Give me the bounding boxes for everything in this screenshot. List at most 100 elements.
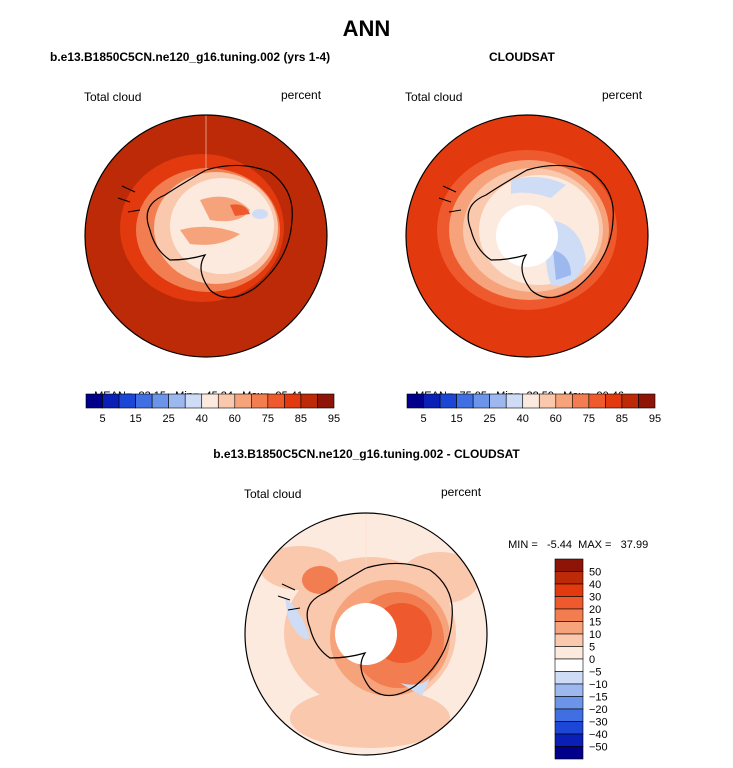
colorbar-bin	[317, 393, 335, 409]
map-border	[405, 114, 649, 358]
colorbar-bin	[135, 393, 153, 409]
colorbar-tick-label: 40	[196, 413, 208, 425]
antarctic-coastline	[467, 164, 614, 299]
colorbar-tick-label: 20	[589, 604, 601, 616]
colorbar-bin	[234, 393, 252, 409]
colorbar-bin	[554, 708, 584, 722]
colorbar-bin	[300, 393, 318, 409]
colorbar-bin	[588, 393, 606, 409]
colorbar-bin	[522, 393, 540, 409]
antarctic-coastline	[146, 164, 293, 299]
colorbar-bin	[85, 393, 103, 409]
colorbar-bin	[489, 393, 507, 409]
colorbar-tick-label: 40	[589, 579, 601, 591]
colorbar-bin	[554, 558, 584, 572]
colorbar-tick-label: 30	[589, 592, 601, 604]
antarctic-coastline	[306, 562, 453, 697]
colorbar-tick-label: −5	[589, 667, 602, 679]
map-border	[244, 512, 488, 756]
colorbar-obs: 5 15 25 40 60 75 85 95	[406, 393, 661, 425]
peninsula-coastline	[438, 185, 462, 213]
colorbar-tick-label: 5	[420, 413, 426, 425]
colorbar-tick-label: 25	[484, 413, 496, 425]
colorbar-tick-label: 15	[450, 413, 462, 425]
case-title-diff: b.e13.B1850C5CN.ne120_g16.tuning.002 - C…	[213, 447, 520, 461]
colorbar-tick-label: 25	[163, 413, 175, 425]
colorbar-tick-label: 0	[589, 654, 595, 666]
colorbar-tick-label: 50	[589, 567, 601, 579]
colorbar-bin	[554, 596, 584, 610]
colorbar-tick-label: −50	[589, 742, 608, 754]
colorbar-bin	[505, 393, 524, 409]
colorbar-tick-label: 75	[262, 413, 274, 425]
colorbar-tick-label: 95	[328, 413, 340, 425]
colorbar-bin	[554, 571, 584, 585]
colorbar-bin	[201, 393, 219, 409]
peninsula-coastline	[277, 583, 301, 611]
peninsula-coastline	[117, 185, 141, 213]
colorbar-bin	[472, 393, 490, 409]
colorbar-tick-label: 60	[550, 413, 562, 425]
variable-label-obs: Total cloud	[405, 90, 463, 104]
colorbar-model: 5 15 25 40 60 75 85 95	[85, 393, 340, 425]
colorbar-bin	[439, 393, 457, 409]
units-label-obs: percent	[602, 88, 643, 102]
colorbar-bin	[554, 746, 584, 760]
colorbar-bin	[118, 393, 136, 409]
colorbar-bin	[554, 696, 584, 710]
colorbar-tick-label: −30	[589, 717, 608, 729]
data-gap-hole	[496, 205, 558, 267]
colorbar-bin	[184, 393, 203, 409]
colorbar-tick-label: −15	[589, 692, 608, 704]
variable-label-model: Total cloud	[84, 90, 142, 104]
stats-diff: MIN = -5.44 MAX = 37.99	[502, 527, 648, 551]
colorbar-tick-label: 40	[517, 413, 529, 425]
colorbar-bin	[554, 658, 584, 672]
units-label-diff: percent	[441, 485, 482, 499]
colorbar-bin	[554, 583, 584, 597]
min-label: MIN =	[508, 539, 538, 551]
colorbar-bin	[284, 393, 302, 409]
colorbar-bin	[572, 393, 590, 409]
colorbar-bin	[538, 393, 557, 409]
colorbar-bin	[267, 393, 285, 409]
colorbar-bin	[168, 393, 186, 409]
colorbar-tick-label: 5	[589, 642, 595, 654]
colorbar-bin	[554, 646, 584, 660]
min-value: -5.44	[546, 539, 573, 551]
map-model	[84, 114, 328, 358]
colorbar-tick-label: 85	[616, 413, 628, 425]
max-label: MAX =	[578, 539, 612, 551]
colorbar-bin	[456, 393, 474, 409]
colorbar-tick-label: 5	[99, 413, 105, 425]
colorbar-bin	[554, 721, 584, 735]
colorbar-tick-label: 10	[589, 629, 601, 641]
colorbar-bin	[554, 621, 584, 635]
colorbar-bin	[555, 393, 573, 409]
variable-label-diff: Total cloud	[244, 487, 302, 501]
colorbar-tick-label: −10	[589, 679, 608, 691]
colorbar-tick-label: 15	[589, 617, 601, 629]
case-title-obs: CLOUDSAT	[489, 50, 555, 64]
colorbar-tick-label: 75	[583, 413, 595, 425]
colorbar-bin	[423, 393, 441, 409]
colorbar-bin	[605, 393, 623, 409]
colorbar-tick-label: −20	[589, 704, 608, 716]
colorbar-bin	[621, 393, 639, 409]
colorbar-bin	[217, 393, 236, 409]
data-gap-hole	[335, 603, 397, 665]
page-title: ANN	[342, 16, 391, 41]
colorbar-tick-label: −40	[589, 729, 608, 741]
colorbar-bin	[251, 393, 269, 409]
units-label-model: percent	[281, 88, 322, 102]
map-diff	[244, 512, 488, 756]
colorbar-bin	[554, 683, 584, 697]
colorbar-bin	[406, 393, 424, 409]
case-title-model: b.e13.B1850C5CN.ne120_g16.tuning.002 (yr…	[50, 50, 331, 64]
colorbar-bin	[638, 393, 656, 409]
colorbar-tick-label: 15	[129, 413, 141, 425]
colorbar-tick-label: 85	[295, 413, 307, 425]
colorbar-tick-label: 95	[649, 413, 661, 425]
map-obs	[405, 114, 649, 358]
